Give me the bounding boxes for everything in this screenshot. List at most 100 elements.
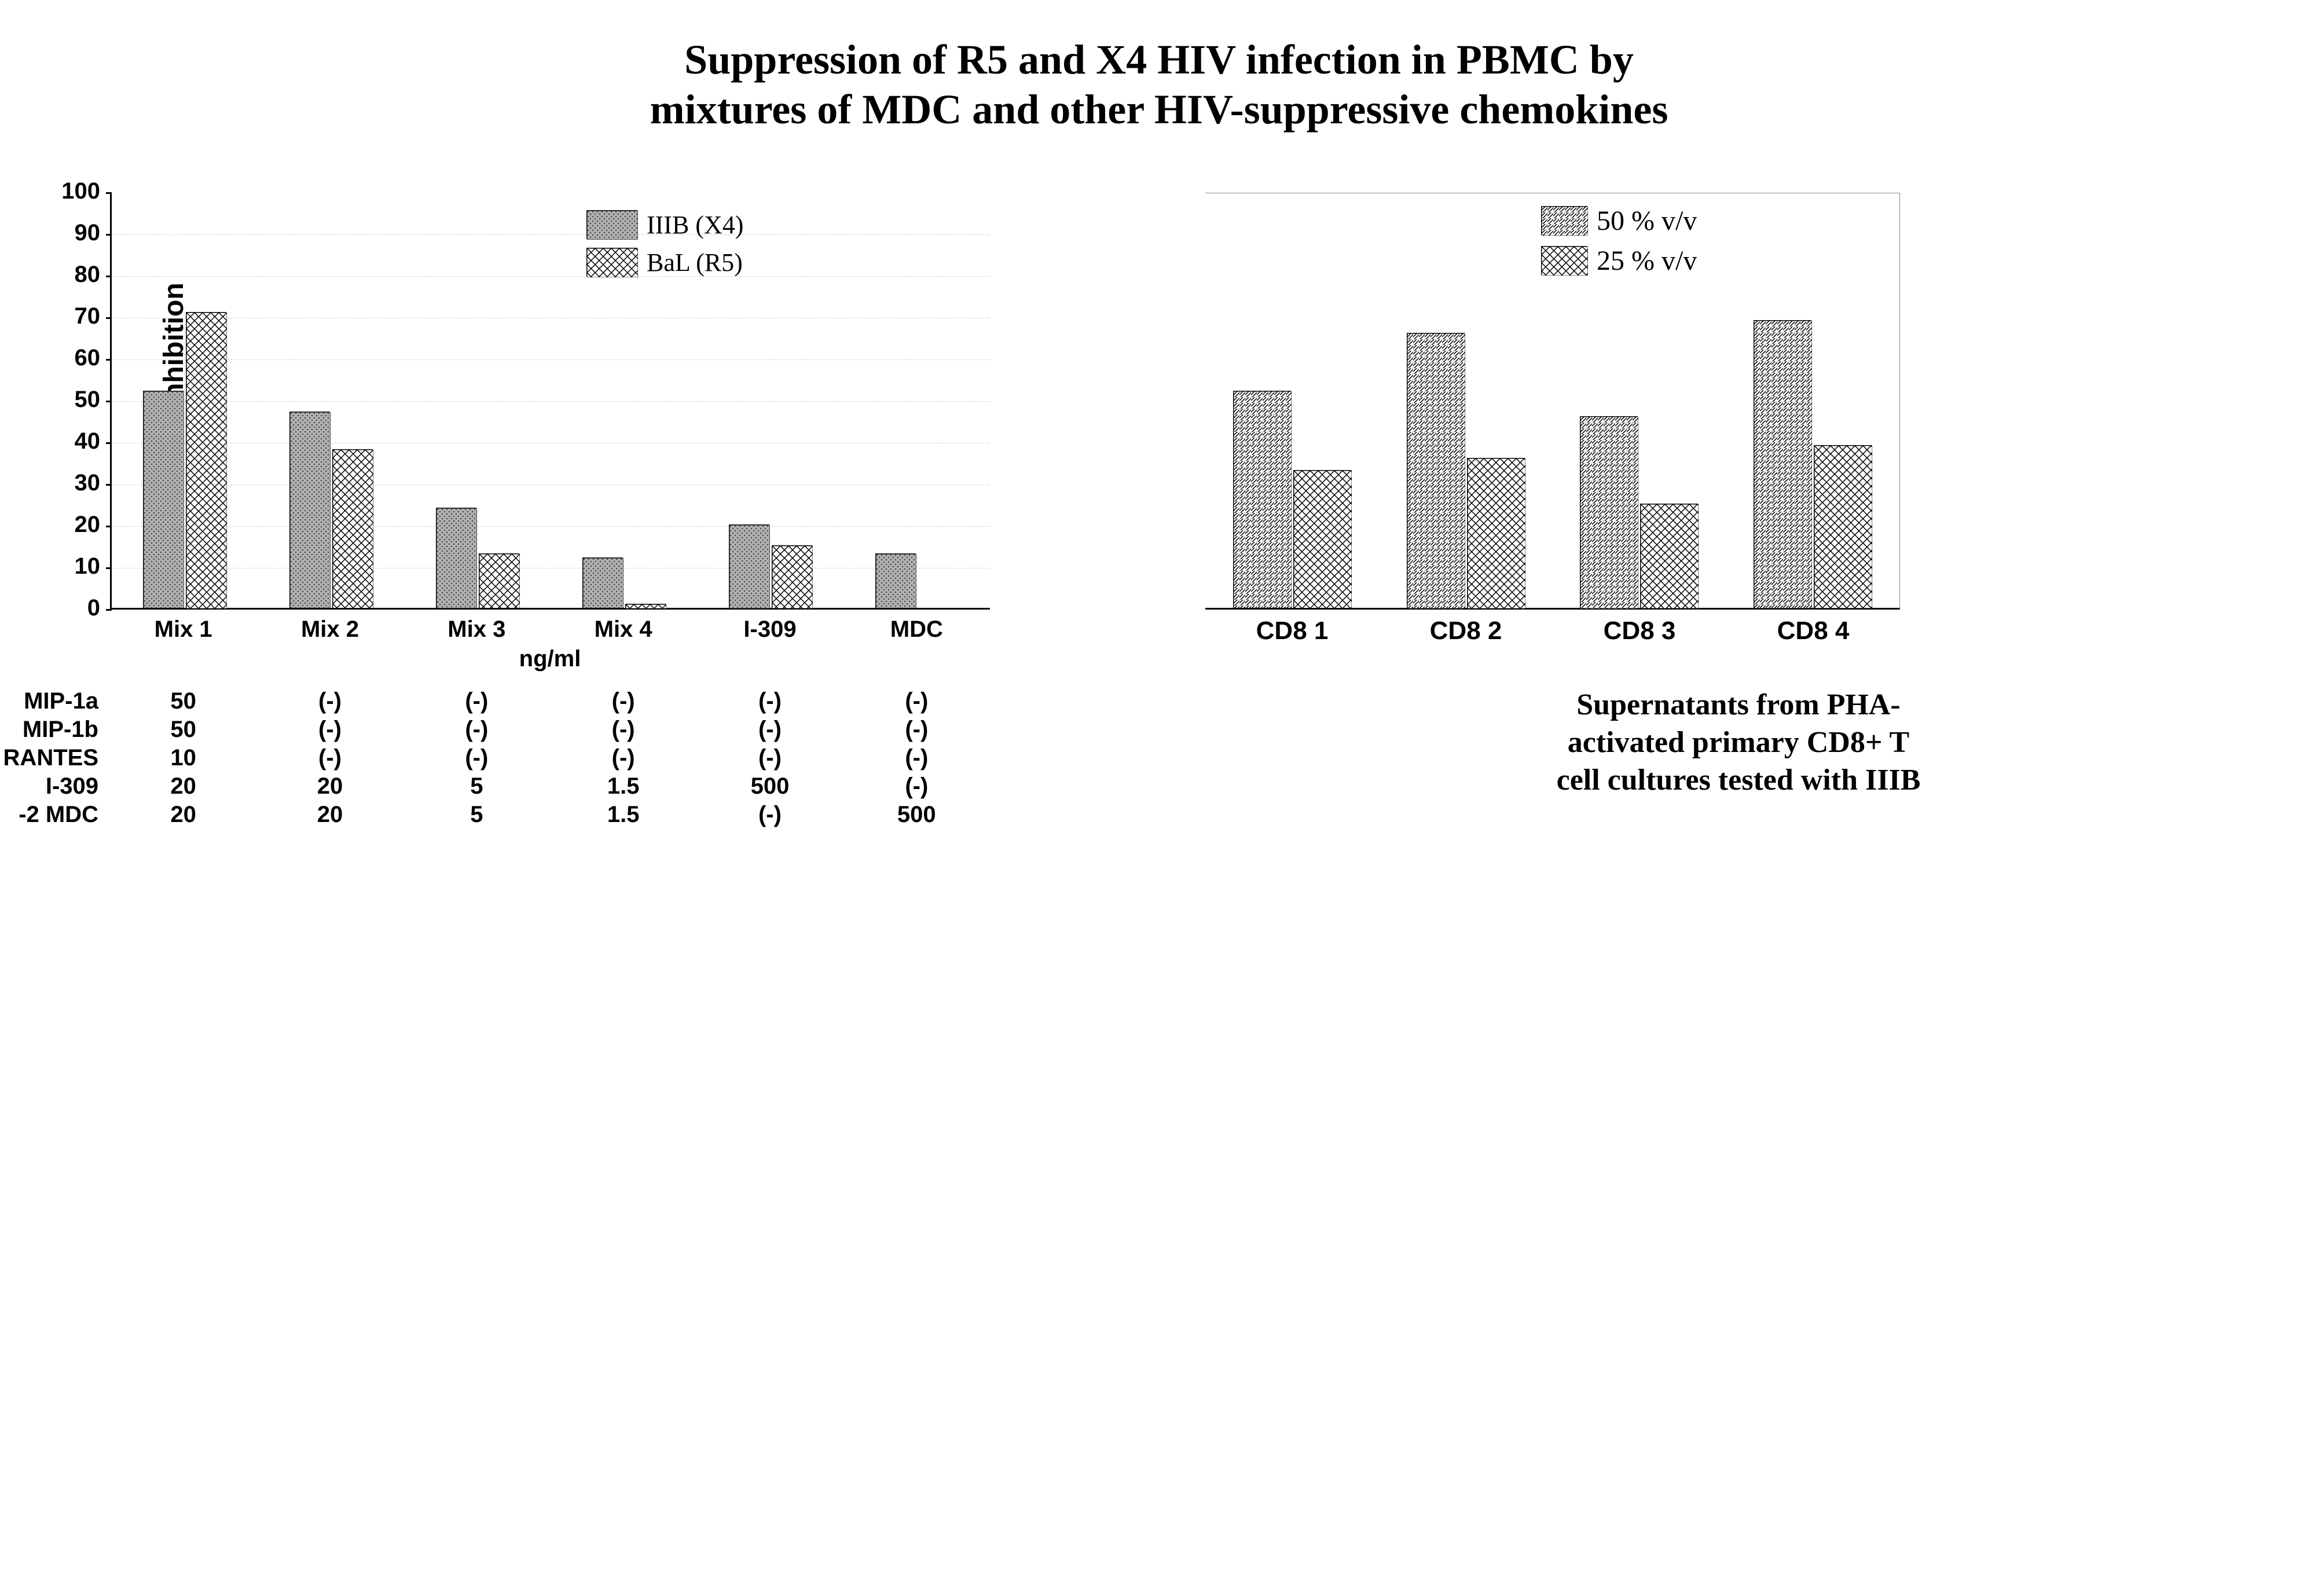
table-cell: 20 [256,802,403,828]
table-cell: (-) [256,745,403,771]
table-cell: 5 [404,802,550,828]
x-tick-label: CD8 4 [1726,617,1900,645]
bar [1467,458,1525,608]
bar-group [1407,333,1525,608]
y-tick [106,484,112,486]
table-row: MIP-1b50(-)(-)(-)(-)(-) [0,717,990,743]
x-tick-label: CD8 3 [1553,617,1726,645]
title-line: Suppression of R5 and X4 HIV infection i… [684,36,1634,83]
y-tick-label: 70 [60,303,100,329]
legend-item: 25 % v/v [1541,245,1697,277]
bar [1293,470,1351,608]
table-row: -2 MDC202051.5(-)500 [0,802,990,828]
bar [1640,504,1698,608]
x-tick-label: Mix 3 [404,617,550,643]
bar [582,557,623,607]
table-cell: (-) [843,688,990,714]
y-tick [106,359,112,361]
y-tick-label: 80 [60,262,100,288]
bar [875,553,916,608]
table-cell: (-) [404,717,550,743]
table-cell: (-) [256,717,403,743]
legend: IIIB (X4) BaL (R5) [586,210,743,277]
y-tick-label: 20 [60,512,100,538]
table-row: I-309202051.5500(-) [0,773,990,799]
bar-group [1233,391,1351,607]
table-cell: (-) [843,717,990,743]
caption-line: Supernatants from PHA- [1576,688,1900,721]
y-tick-label: 30 [60,470,100,496]
bar [1233,391,1291,607]
table-row: RANTES10(-)(-)(-)(-)(-) [0,745,990,771]
bar-group [1754,320,1872,608]
table-cell: 1.5 [550,773,696,799]
legend-item: IIIB (X4) [586,210,743,240]
table-cell: (-) [550,688,696,714]
table-cell: (-) [550,717,696,743]
table-cell: 20 [256,773,403,799]
bar [1580,416,1638,608]
right-panel: 50 % v/v 25 % v/v CD8 1CD8 2CD8 3CD8 4 Su… [1205,193,2272,799]
bar [772,545,812,608]
legend-label: BaL (R5) [647,248,743,277]
right-caption: Supernatants from PHA-activated primary … [1205,686,2272,799]
bar-group [875,553,959,608]
legend-item: BaL (R5) [586,248,743,277]
bar [479,553,519,608]
y-tick [106,276,112,277]
table-cell: (-) [404,688,550,714]
legend-swatch [1541,246,1587,275]
y-tick [106,567,112,569]
legend-swatch [586,210,637,239]
legend-label: 50 % v/v [1597,205,1697,237]
table-cell: (-) [404,745,550,771]
legend-label: IIIB (X4) [647,210,743,240]
right-chart: 50 % v/v 25 % v/v CD8 1CD8 2CD8 3CD8 4 [1205,193,2272,645]
x-axis-unit: ng/ml [110,646,990,672]
y-tick-label: 50 [60,387,100,413]
bar [1407,333,1465,608]
bar-group [729,524,812,608]
legend-label: 25 % v/v [1597,245,1697,277]
table-cell: 20 [110,773,256,799]
table-cell: 1.5 [550,802,696,828]
table-cell: (-) [843,745,990,771]
bar [186,312,226,608]
y-tick-label: 10 [60,553,100,579]
legend: 50 % v/v 25 % v/v [1541,205,1697,277]
bar [625,604,666,608]
table-cell: (-) [843,773,990,799]
legend-swatch [1541,206,1587,235]
x-tick-label: MDC [843,617,990,643]
y-tick [106,609,112,611]
legend-item: 50 % v/v [1541,205,1697,237]
table-cell: (-) [256,688,403,714]
table-cell: 50 [110,717,256,743]
bar-group [1580,416,1698,608]
x-tick-label: Mix 4 [550,617,696,643]
table-row-label: MIP-1a [0,688,110,714]
y-tick-label: 40 [60,428,100,454]
page-title: Suppression of R5 and X4 HIV infection i… [46,35,2272,135]
y-tick [106,317,112,319]
table-row-label: I-309 [0,773,110,799]
bar [1754,320,1811,608]
bar [729,524,769,608]
bar-group [582,557,666,607]
table-cell: (-) [696,688,843,714]
legend-swatch [586,248,637,277]
table-row-label: RANTES [0,745,110,771]
y-tick [106,234,112,236]
x-tick-label: I-309 [696,617,843,643]
bar [436,508,476,608]
x-tick-label: CD8 1 [1205,617,1379,645]
table-cell: 5 [404,773,550,799]
concentration-table: MIP-1a50(-)(-)(-)(-)(-)MIP-1b50(-)(-)(-)… [0,688,990,828]
bar [143,391,184,607]
table-cell: (-) [696,717,843,743]
left-chart: 0102030405060708090100Percent Inhibition… [46,193,1113,672]
x-tick-label: CD8 2 [1379,617,1553,645]
table-cell: (-) [550,745,696,771]
caption-line: activated primary CD8+ T [1568,726,1909,759]
y-tick-label: 100 [60,178,100,204]
